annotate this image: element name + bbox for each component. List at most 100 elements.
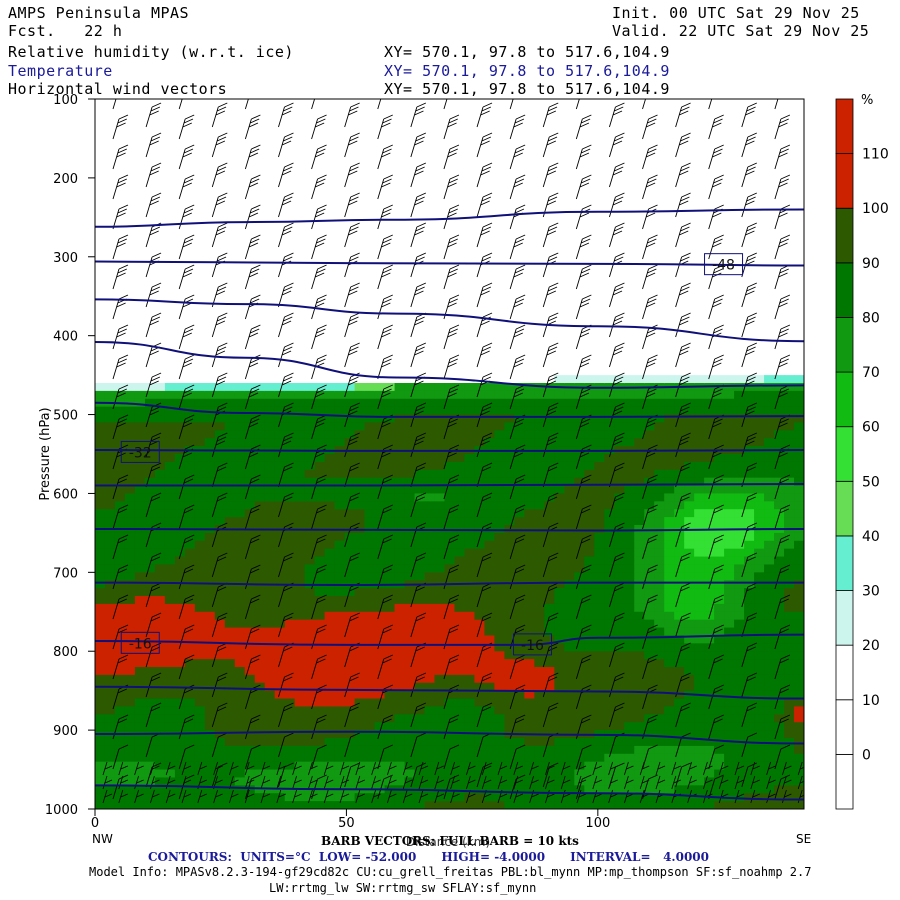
rh-cell bbox=[634, 572, 645, 581]
rh-cell bbox=[234, 493, 246, 502]
wind-barb bbox=[211, 672, 228, 698]
wind-barb bbox=[774, 114, 791, 140]
rh-cell bbox=[544, 643, 555, 652]
rh-cell bbox=[694, 769, 705, 779]
rh-cell bbox=[684, 517, 695, 526]
rh-cell bbox=[794, 667, 804, 676]
rh-cell bbox=[424, 682, 436, 692]
rh-cell bbox=[594, 493, 605, 502]
rh-cell bbox=[104, 548, 116, 558]
rh-cell bbox=[234, 383, 246, 392]
rh-cell bbox=[434, 588, 446, 597]
rh-cell bbox=[574, 501, 585, 510]
rh-cell bbox=[124, 635, 136, 644]
rh-cell bbox=[344, 517, 356, 526]
wind-barb bbox=[624, 775, 634, 790]
rh-cell bbox=[754, 548, 765, 558]
rh-cell bbox=[274, 461, 286, 471]
wind-barb bbox=[509, 99, 514, 110]
rh-cell bbox=[524, 714, 535, 723]
rh-cell bbox=[534, 635, 545, 644]
rh-cell bbox=[314, 801, 326, 809]
rh-cell bbox=[124, 430, 136, 439]
rh-cell bbox=[414, 619, 426, 629]
rh-cell bbox=[444, 422, 456, 431]
rh-cell bbox=[364, 485, 376, 495]
wind-barb bbox=[410, 252, 427, 278]
rh-cell bbox=[544, 477, 555, 487]
rh-cell bbox=[794, 643, 804, 652]
rh-cell bbox=[304, 390, 316, 400]
rh-cell bbox=[144, 722, 156, 731]
rh-cell bbox=[294, 627, 306, 637]
rh-cell bbox=[104, 745, 116, 755]
rh-cell bbox=[604, 603, 615, 613]
rh-cell bbox=[754, 682, 765, 692]
rh-cell bbox=[394, 682, 406, 692]
wind-barb bbox=[178, 294, 195, 320]
rh-cell bbox=[764, 619, 775, 629]
rh-cell bbox=[134, 406, 146, 416]
rh-cell bbox=[414, 532, 426, 542]
rh-cell bbox=[784, 564, 795, 573]
rh-cell bbox=[324, 603, 336, 613]
wind-barb bbox=[708, 294, 724, 320]
rh-cell bbox=[594, 501, 605, 510]
wind-barb bbox=[377, 384, 393, 410]
rh-cell bbox=[724, 540, 735, 550]
rh-cell bbox=[254, 706, 266, 715]
rh-cell bbox=[144, 785, 156, 794]
rh-cell bbox=[524, 406, 535, 416]
rh-cell bbox=[154, 572, 166, 581]
rh-cell bbox=[284, 532, 296, 542]
rh-cell bbox=[424, 477, 436, 487]
wind-barb bbox=[311, 594, 327, 620]
wind-barb bbox=[642, 624, 658, 650]
rh-cell bbox=[704, 414, 715, 424]
rh-cell bbox=[514, 454, 525, 463]
rh-cell bbox=[334, 588, 346, 597]
rh-cell bbox=[494, 454, 506, 463]
rh-cell bbox=[324, 596, 336, 605]
rh-cell bbox=[284, 383, 296, 392]
rh-cell bbox=[164, 532, 176, 542]
rh-cell bbox=[414, 556, 426, 566]
rh-cell bbox=[464, 714, 476, 723]
rh-cell bbox=[684, 785, 695, 794]
rh-cell bbox=[684, 659, 695, 668]
wind-barb bbox=[355, 775, 365, 790]
rh-cell bbox=[204, 730, 216, 739]
rh-cell bbox=[424, 730, 436, 739]
wind-barb bbox=[708, 174, 724, 200]
rh-cell bbox=[764, 651, 775, 660]
rh-cell bbox=[794, 603, 804, 613]
rh-cell bbox=[194, 477, 206, 487]
rh-cell bbox=[714, 777, 725, 786]
rh-cell bbox=[504, 698, 516, 708]
rh-cell bbox=[104, 753, 116, 763]
rh-cell bbox=[584, 517, 595, 526]
rh-cell bbox=[104, 390, 116, 400]
rh-cell bbox=[574, 801, 585, 809]
rh-cell bbox=[114, 469, 126, 479]
rh-cell bbox=[294, 651, 306, 660]
rh-cell bbox=[354, 517, 366, 526]
rh-cell bbox=[634, 611, 645, 621]
rh-cell bbox=[574, 517, 585, 526]
wind-barb bbox=[311, 114, 327, 140]
rh-cell bbox=[444, 454, 456, 463]
rh-cell bbox=[464, 651, 476, 660]
rh-cell bbox=[564, 714, 575, 723]
rh-cell bbox=[474, 588, 486, 597]
rh-cell bbox=[424, 430, 436, 439]
rh-cell bbox=[734, 469, 745, 479]
rh-cell bbox=[184, 422, 196, 431]
rh-cell bbox=[694, 667, 705, 676]
rh-cell bbox=[294, 509, 306, 518]
rh-cell bbox=[714, 753, 725, 763]
wind-barb bbox=[244, 775, 255, 790]
rh-cell bbox=[734, 548, 745, 558]
rh-cell bbox=[564, 398, 575, 408]
rh-cell bbox=[284, 682, 296, 692]
rh-cell bbox=[674, 690, 685, 700]
